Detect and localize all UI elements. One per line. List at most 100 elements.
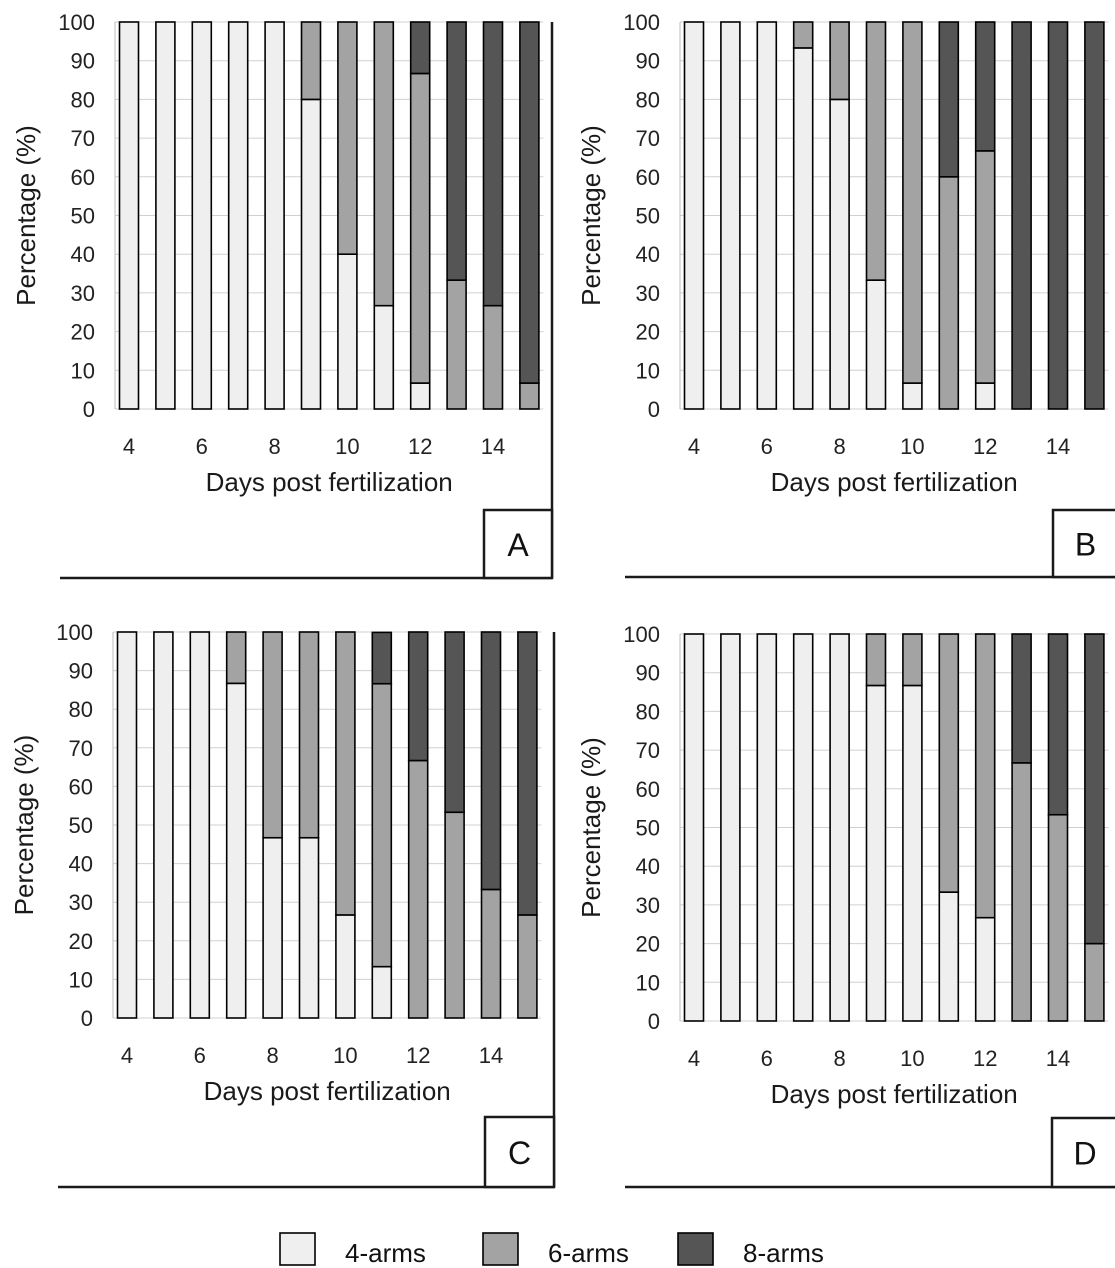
y-tick-label: 20 <box>71 320 95 345</box>
bar-segment-6-arms <box>1047 813 1069 1022</box>
bar-segment-6-arms <box>446 279 467 410</box>
bar-segment-4-arms <box>792 47 814 410</box>
bar-segment-6-arms <box>1084 942 1105 1022</box>
x-tick-label: 6 <box>761 434 773 459</box>
y-tick-label: 50 <box>69 813 93 838</box>
bar-segment-4-arms <box>118 21 140 410</box>
bar-segment-8-arms <box>480 631 502 891</box>
bar-segment-4-arms <box>191 21 213 410</box>
bar-segment-8-arms <box>371 631 393 685</box>
y-axis-title: Percentage (%) <box>576 737 606 918</box>
bar-segment-4-arms <box>756 633 778 1022</box>
y-axis-title: Percentage (%) <box>576 125 606 306</box>
y-tick-label: 20 <box>636 320 660 345</box>
bar-segment-6-arms <box>865 633 887 687</box>
y-tick-label: 60 <box>636 165 660 190</box>
bar-segment-4-arms <box>371 965 393 1019</box>
bar-segment-4-arms <box>829 633 850 1022</box>
x-axis-title: Days post fertilization <box>206 467 453 497</box>
bar-segment-6-arms <box>974 633 996 919</box>
bar-segment-6-arms <box>373 21 395 307</box>
y-tick-label: 40 <box>69 852 93 877</box>
y-tick-label: 40 <box>636 242 660 267</box>
y-tick-label: 0 <box>648 397 660 422</box>
x-tick-label: 10 <box>333 1043 357 1068</box>
y-tick-label: 100 <box>623 622 660 647</box>
bar-segment-4-arms <box>335 914 356 1019</box>
x-tick-label: 6 <box>761 1046 773 1071</box>
bar-segment-4-arms <box>829 98 850 410</box>
x-tick-label: 14 <box>479 1043 503 1068</box>
panel-a: 0 10 20 30 40 50 60 70 80 90 100 4 6 8 10 12 14 Days post… <box>11 10 554 580</box>
x-tick-label: 4 <box>123 434 135 459</box>
y-tick-label: 50 <box>636 816 660 841</box>
bar-segment-6-arms <box>444 811 465 1019</box>
bar-segment-8-arms <box>974 21 996 152</box>
bar-segment-6-arms <box>335 631 356 916</box>
bar-segment-4-arms <box>720 21 741 410</box>
bar-segment-4-arms <box>189 631 211 1019</box>
bar-segment-4-arms <box>153 631 174 1019</box>
y-tick-label: 70 <box>69 736 93 761</box>
legend-swatch-8-arms <box>677 1232 714 1266</box>
bar-segment-4-arms <box>902 382 923 410</box>
bar-segment-8-arms <box>1047 21 1069 410</box>
y-tick-label: 30 <box>69 890 93 915</box>
bar-segment-4-arms <box>409 382 431 410</box>
bar-segment-6-arms <box>829 21 850 101</box>
y-tick-label: 50 <box>636 204 660 229</box>
y-tick-label: 70 <box>636 738 660 763</box>
bar-segment-8-arms <box>1011 633 1032 764</box>
y-tick-label: 10 <box>69 967 93 992</box>
bar-segment-6-arms <box>262 631 283 839</box>
y-tick-label: 80 <box>636 699 660 724</box>
bar-segment-4-arms <box>756 21 778 410</box>
bar-segment-8-arms <box>482 21 504 307</box>
bar-segment-6-arms <box>1011 762 1032 1022</box>
bar-segment-6-arms <box>300 21 322 101</box>
y-tick-label: 20 <box>69 929 93 954</box>
bar-segment-4-arms <box>116 631 138 1019</box>
y-tick-label: 90 <box>69 659 93 684</box>
panel-label: B <box>1075 527 1096 563</box>
x-tick-label: 6 <box>196 434 208 459</box>
y-tick-label: 50 <box>71 204 95 229</box>
x-tick-label: 8 <box>833 1046 845 1071</box>
bar-segment-8-arms <box>444 631 465 814</box>
bar-segment-8-arms <box>409 21 431 75</box>
y-tick-label: 0 <box>83 397 95 422</box>
x-axis-title: Days post fertilization <box>204 1076 451 1106</box>
bar-segment-6-arms <box>407 759 429 1019</box>
y-tick-label: 30 <box>636 893 660 918</box>
y-tick-label: 70 <box>71 126 95 151</box>
bar-segment-6-arms <box>938 176 960 410</box>
bar-segment-6-arms <box>865 21 887 281</box>
bar-segment-4-arms <box>225 682 247 1019</box>
x-axis-title: Days post fertilization <box>771 1079 1018 1109</box>
y-axis-title: Percentage (%) <box>11 125 41 306</box>
y-tick-label: 40 <box>71 242 95 267</box>
x-tick-label: 10 <box>335 434 359 459</box>
bar-segment-8-arms <box>517 631 538 916</box>
y-tick-label: 10 <box>636 358 660 383</box>
bar-segment-4-arms <box>337 253 358 410</box>
bar-segment-4-arms <box>373 304 395 410</box>
bar-segment-8-arms <box>938 21 960 178</box>
y-tick-label: 80 <box>636 87 660 112</box>
x-tick-label: 10 <box>900 434 924 459</box>
x-tick-label: 8 <box>266 1043 278 1068</box>
y-tick-label: 20 <box>636 932 660 957</box>
x-tick-label: 14 <box>481 434 505 459</box>
x-axis-title: Days post fertilization <box>771 467 1018 497</box>
panel-label: D <box>1073 1136 1096 1172</box>
bar-segment-8-arms <box>446 21 467 281</box>
panel-label-box <box>1050 1116 1115 1189</box>
bar-segment-4-arms <box>865 684 887 1022</box>
panel-label: C <box>508 1135 531 1171</box>
bar-segment-6-arms <box>938 633 960 893</box>
x-tick-label: 14 <box>1046 434 1070 459</box>
bar-segment-6-arms <box>482 304 504 410</box>
y-tick-label: 100 <box>58 10 95 35</box>
legend-swatch-6-arms <box>482 1232 519 1266</box>
